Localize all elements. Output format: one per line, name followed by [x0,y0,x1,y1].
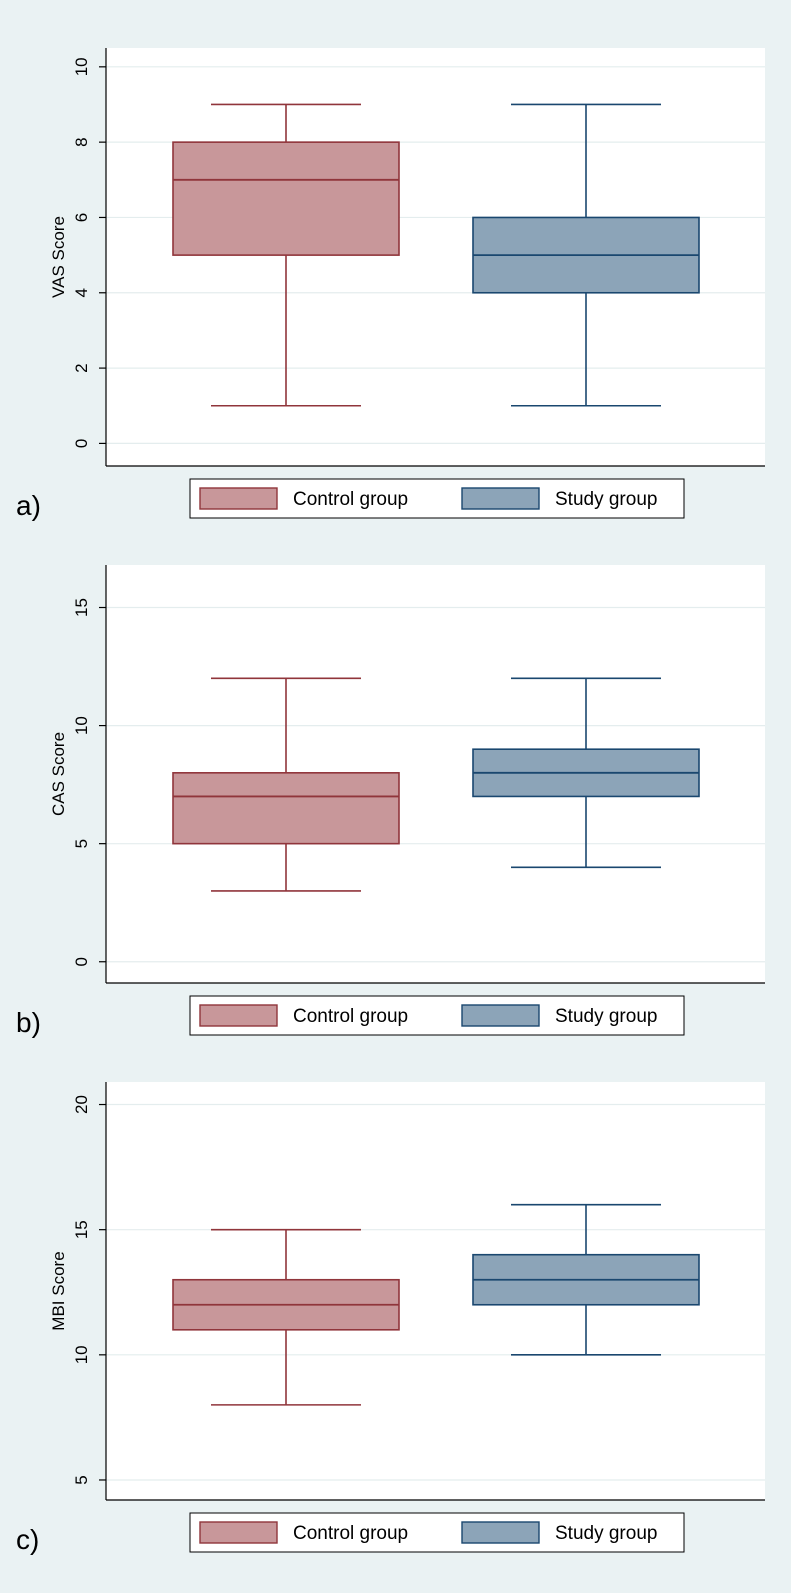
legend: Control group Study group [189,478,685,519]
y-tick-label: 6 [72,213,91,222]
panel-label: b) [16,1007,41,1038]
y-axis-label: VAS Score [49,216,68,298]
legend-swatch-control-group [199,1004,278,1027]
y-tick-label: 0 [72,439,91,448]
legend-label-study-group: Study group [555,489,657,510]
legend-swatch-control-group [199,487,278,510]
y-tick-label: 10 [72,1345,91,1364]
y-tick-label: 8 [72,137,91,146]
y-axis-label: CAS Score [49,732,68,816]
chart-panel-2: 0 5 10 15 CAS Score Control group Study group b… [16,565,765,1038]
y-tick-label: 5 [72,839,91,848]
interquartile-box [172,141,400,256]
y-tick-label: 4 [72,288,91,297]
chart-panel-1: 0 2 4 6 8 10 VAS Score Control group Study group… [16,48,765,521]
y-tick-label: 15 [72,1220,91,1239]
y-tick-label: 5 [72,1475,91,1484]
legend-label-control-group: Control group [293,489,408,510]
legend-label-study-group: Study group [555,1006,657,1027]
legend-swatch-control-group [199,1521,278,1544]
y-tick-label: 10 [72,57,91,76]
panel-label: a) [16,490,41,521]
interquartile-box [172,772,400,845]
panel-label: c) [16,1524,39,1555]
box-study-group [472,103,700,407]
legend-swatch-study-group [461,487,540,510]
legend-swatch-study-group [461,1004,540,1027]
box-control-group [172,103,400,407]
box-study-group [472,677,700,869]
y-tick-label: 15 [72,598,91,617]
y-tick-label: 10 [72,716,91,735]
y-tick-label: 20 [72,1095,91,1114]
y-tick-label: 0 [72,957,91,966]
box-study-group [472,1203,700,1356]
legend-label-control-group: Control group [293,1006,408,1027]
box-control-group [172,1228,400,1406]
legend-swatch-study-group [461,1521,540,1544]
panels: 0 2 4 6 8 10 VAS Score Control group Study group… [16,48,765,1555]
legend: Control group Study group [189,1512,685,1553]
legend: Control group Study group [189,995,685,1036]
legend-label-control-group: Control group [293,1523,408,1544]
chart-panel-3: 5 10 15 20 MBI Score Control group Study group… [16,1082,765,1555]
legend-label-study-group: Study group [555,1523,657,1544]
box-control-group [172,677,400,892]
y-tick-label: 2 [72,363,91,372]
y-axis-label: MBI Score [49,1251,68,1330]
